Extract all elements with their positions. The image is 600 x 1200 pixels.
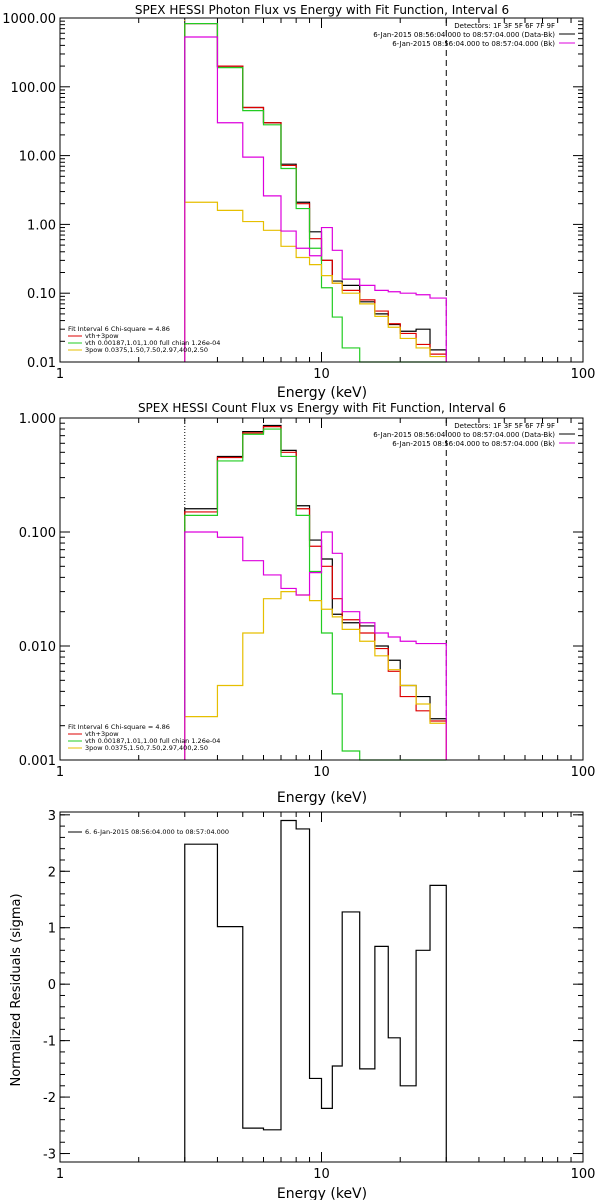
count-flux-axes: 1 10 100 1.000 0.100 0.010 0.001 [19,412,596,780]
photon-flux-frame [59,17,584,363]
legend-left-entry: 6. 6-Jan-2015 08:56:04.000 to 08:57:04.0… [85,828,229,836]
y-tick-label: 0.10 [27,287,56,302]
residuals-ylabel: Normalized Residuals (sigma) [9,893,24,1086]
y-tick-label: -1 [43,1035,56,1050]
legend-right-entry: 6-Jan-2015 08:56:04.000 to 08:57:04.000 … [373,31,555,39]
y-tick-label: -3 [43,1148,56,1163]
y-tick-label: 0.01 [27,356,56,371]
legend-right-entry: Detectors: 1F 3F 5F 6F 7F 9F [454,422,555,430]
y-tick-label: 1000.00 [2,12,56,27]
legend-left-entry: Fit Interval 6 Chi-square = 4.86 [68,325,170,333]
y-tick-label: 3 [48,809,56,824]
series-total-histogram [184,22,447,362]
legend-right-entry: 6-Jan-2015 08:56:04.000 to 08:57:04.000 … [392,40,555,48]
series-powerlaw-histogram [184,591,447,760]
legend-left-entry: 3pow 0.0375,1.50,7.50,2.97,400,2.50 [85,346,208,354]
legend-right-entry: Detectors: 1F 3F 5F 6F 7F 9F [454,22,555,30]
x-tick-label: 10 [313,765,330,780]
count-flux-panel: SPEX HESSI Count Flux vs Energy with Fit… [19,401,596,806]
series-background-histogram [184,531,447,760]
count-flux-title: SPEX HESSI Count Flux vs Energy with Fit… [138,401,506,415]
photon-flux-title: SPEX HESSI Photon Flux vs Energy with Fi… [135,3,509,17]
legend-left-entry: vth+3pow [85,730,119,738]
x-tick-label: 100 [571,765,596,780]
x-tick-label: 100 [571,367,596,382]
count-flux-xlabel: Energy (keV) [277,790,367,806]
x-tick-label: 10 [313,367,330,382]
y-tick-label: 1.000 [19,412,56,427]
y-tick-label: 10.00 [19,150,56,165]
residuals-legends: 6. 6-Jan-2015 08:56:04.000 to 08:57:04.0… [68,828,229,836]
legend-left-entry: vth 0.00187,1.01,1.00 full chian 1.26e-0… [85,339,220,347]
photon-flux-legends: Detectors: 1F 3F 5F 6F 7F 9F6-Jan-2015 0… [68,22,575,354]
count-flux-frame [59,417,584,761]
series-data-histogram [184,819,447,1162]
series-powerlaw-histogram [184,201,447,362]
y-tick-label: 1.00 [27,218,56,233]
legend-right-entry: 6-Jan-2015 08:56:04.000 to 08:57:04.000 … [392,440,555,448]
legend-right-entry: 6-Jan-2015 08:56:04.000 to 08:57:04.000 … [373,431,555,439]
legend-left-entry: vth+3pow [85,332,119,340]
legend-left-entry: Fit Interval 6 Chi-square = 4.86 [68,723,170,731]
photon-flux-panel: SPEX HESSI Photon Flux vs Energy with Fi… [2,3,595,401]
y-tick-label: 2 [48,865,56,880]
x-tick-label: 1 [56,765,64,780]
x-tick-label: 10 [313,1167,330,1182]
residuals-xlabel: Energy (keV) [277,1186,367,1200]
y-tick-label: 100.00 [11,81,57,96]
series-background-histogram [184,36,447,362]
legend-left-entry: vth 0.00187,1.01,1.00 full chian 1.26e-0… [85,737,220,745]
legend-left-entry: 3pow 0.0375,1.50,7.50,2.97,400,2.50 [85,744,208,752]
y-tick-label: 1 [48,922,56,937]
y-tick-label: 0.010 [19,640,56,655]
photon-flux-xlabel: Energy (keV) [277,385,367,401]
residuals-panel: Energy (keV) Normalized Residuals (sigma… [9,809,595,1200]
y-tick-label: -2 [43,1091,56,1106]
x-tick-label: 1 [56,367,64,382]
series-total-histogram [184,426,447,760]
x-tick-label: 1 [56,1167,64,1182]
y-tick-label: 0.001 [19,754,56,769]
residuals-marks [184,819,447,1162]
y-tick-label: 0.100 [19,526,56,541]
x-tick-label: 100 [571,1167,596,1182]
count-flux-legends: Detectors: 1F 3F 5F 6F 7F 9F6-Jan-2015 0… [68,422,575,752]
residuals-frame [59,811,584,1163]
y-tick-label: 0 [48,978,56,993]
